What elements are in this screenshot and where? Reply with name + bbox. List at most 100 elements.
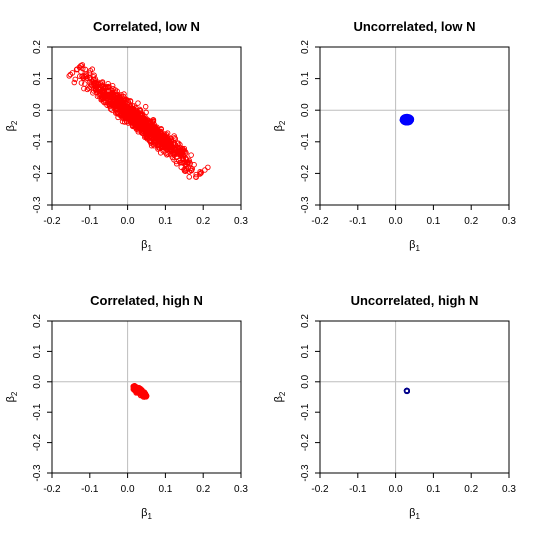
- data-point: [89, 66, 96, 72]
- data-point: [160, 140, 166, 147]
- x-axis: -0.2 -0.1 0.0 0.1 0.2 0.3: [311, 473, 516, 495]
- x-tick-label: 0.0: [121, 484, 135, 495]
- data-point: [148, 128, 154, 135]
- x-tick-label: 0.0: [389, 216, 403, 227]
- data-point: [406, 115, 413, 121]
- x-tick-label: -0.2: [43, 484, 61, 495]
- x-tick-label: -0.1: [349, 216, 367, 227]
- x-tick-label: 0.1: [158, 216, 172, 227]
- data-point: [118, 92, 125, 98]
- data-point: [401, 114, 408, 121]
- data-point: [90, 74, 97, 80]
- data-point: [140, 127, 146, 134]
- x-tick-label: 0.3: [234, 484, 248, 495]
- points: [66, 62, 211, 180]
- y-tick-label: 0.1: [300, 71, 311, 85]
- data-point: [179, 145, 186, 152]
- y-tick-label: -0.3: [300, 464, 311, 482]
- data-point: [87, 84, 93, 90]
- data-point: [174, 140, 181, 146]
- data-point: [66, 73, 72, 79]
- panel-1: Correlated, low N-0.2 -0.1 0.0 0.1 0.2 0.3-0.…: [5, 19, 248, 253]
- data-point: [193, 174, 199, 180]
- reference-lines: [320, 47, 509, 205]
- y-tick-label: 0.1: [32, 344, 43, 358]
- data-point: [100, 91, 107, 98]
- x-axis: -0.2 -0.1 0.0 0.1 0.2 0.3: [311, 205, 516, 227]
- y-tick-label: -0.2: [300, 434, 311, 452]
- y-axis-label: β2: [273, 391, 287, 402]
- x-axis-label: β1: [409, 239, 420, 253]
- data-point: [81, 85, 87, 92]
- x-axis-label: β1: [141, 239, 152, 253]
- y-tick-label: -0.2: [32, 434, 43, 452]
- plot-frame: [51, 46, 242, 206]
- x-tick-label: 0.2: [464, 216, 478, 227]
- x-tick-label: 0.1: [426, 484, 440, 495]
- data-point: [186, 157, 192, 164]
- data-point: [128, 105, 135, 112]
- data-point: [172, 145, 179, 151]
- data-point: [162, 150, 169, 156]
- y-axis: -0.3 -0.2 -0.1 0.0 0.1 0.2: [32, 40, 52, 214]
- data-point: [96, 86, 102, 92]
- data-point: [167, 135, 174, 141]
- x-tick-label: 0.2: [196, 216, 210, 227]
- data-point: [78, 80, 85, 86]
- data-point: [150, 117, 156, 123]
- data-point: [127, 118, 134, 125]
- data-point: [72, 76, 78, 83]
- data-point: [138, 112, 145, 119]
- data-point: [135, 117, 141, 123]
- y-axis-label: β2: [5, 391, 19, 402]
- data-point: [146, 137, 153, 144]
- data-point: [87, 75, 93, 81]
- data-point: [129, 114, 135, 120]
- data-point: [115, 100, 122, 107]
- x-tick-label: 0.3: [234, 216, 248, 227]
- data-point: [107, 106, 114, 112]
- y-tick-label: -0.3: [32, 464, 43, 482]
- y-axis-label: β2: [5, 120, 19, 131]
- data-point: [67, 71, 74, 78]
- data-point: [176, 149, 183, 156]
- data-point: [79, 62, 86, 68]
- panel-3: Correlated, high N -0.2 -0.1 0.0 0.1 0.2 0.3 -0…: [5, 293, 248, 521]
- data-point: [79, 73, 86, 80]
- data-point: [106, 88, 112, 95]
- data-point: [405, 118, 412, 124]
- x-axis-label: β1: [409, 507, 420, 521]
- points: [130, 382, 150, 400]
- y-tick-label: 0.2: [300, 40, 311, 54]
- data-point: [106, 91, 112, 98]
- plot-frame: [319, 320, 510, 474]
- data-point: [188, 167, 195, 174]
- data-point: [145, 120, 152, 126]
- x-tick-label: -0.2: [43, 216, 61, 227]
- data-point: [404, 119, 411, 126]
- data-point: [121, 111, 128, 117]
- y-tick-label: -0.1: [32, 403, 43, 421]
- x-axis: -0.2 -0.1 0.0 0.1 0.2 0.3: [43, 205, 248, 227]
- data-point: [152, 130, 159, 136]
- data-point: [92, 78, 99, 84]
- x-tick-label: -0.2: [311, 216, 329, 227]
- y-tick-label: 0.0: [300, 103, 311, 117]
- data-point: [135, 124, 141, 131]
- data-point: [197, 171, 203, 177]
- y-tick-label: 0.2: [32, 314, 43, 328]
- y-tick-label: -0.1: [300, 133, 311, 151]
- data-point: [181, 145, 188, 152]
- y-tick-label: -0.3: [32, 196, 43, 214]
- x-tick-label: -0.1: [349, 484, 367, 495]
- data-point: [121, 91, 127, 97]
- data-point: [147, 118, 154, 125]
- data-point: [124, 97, 131, 103]
- panel-title: Correlated, high N: [90, 293, 203, 308]
- x-tick-label: 0.3: [502, 216, 516, 227]
- data-point: [119, 118, 126, 125]
- x-tick-label: 0.3: [502, 484, 516, 495]
- panel-title: Uncorrelated, high N: [351, 293, 479, 308]
- data-point: [104, 102, 110, 108]
